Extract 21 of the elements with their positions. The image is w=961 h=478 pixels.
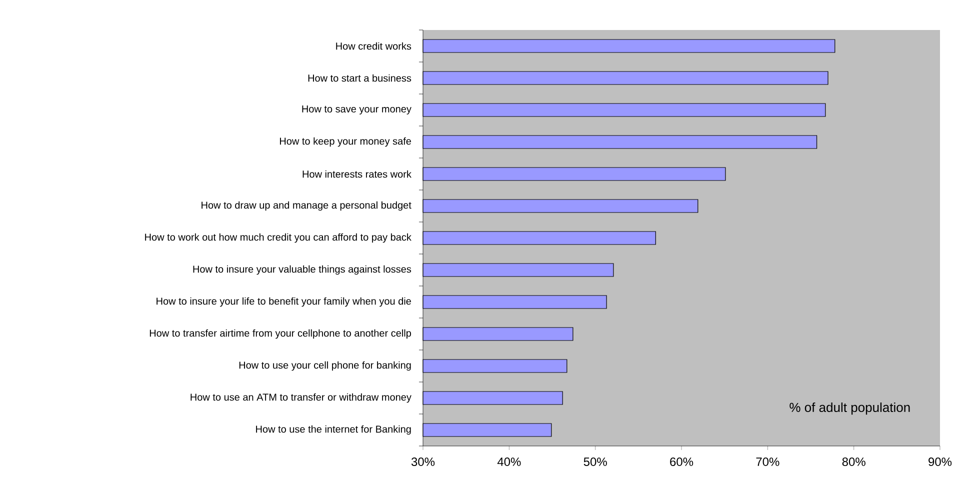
y-tick-label: How to save your money [302, 106, 412, 114]
y-tick-label: How to start a business [308, 74, 412, 82]
x-tick-label: 70% [756, 458, 780, 466]
y-tick-label: How to use the internet for Banking [256, 425, 411, 435]
y-tick-label: How to use an ATM to transfer or withdraw money [190, 393, 412, 403]
y-tick-label: How to use your cell phone for banking [239, 361, 411, 371]
y-tick-label: How to insure your life to benefit your family when you die [156, 297, 411, 307]
y-tick-label: How to insure your valuable things against losses [193, 265, 412, 275]
y-tick-label: How to keep your money safe [280, 137, 411, 147]
x-tick-label: 50% [584, 458, 607, 466]
x-tick-label: 90% [928, 458, 952, 466]
x-tick-label: 60% [670, 458, 694, 466]
annotation: % of adult population [790, 402, 910, 415]
x-tick-label: 30% [411, 458, 435, 466]
y-tick-label: How to work out how much credit you can afford to pay back [145, 233, 412, 243]
y-tick-label: How interests rates work [302, 170, 412, 178]
x-tick-label: 40% [497, 458, 521, 466]
y-tick-label: How credit works [336, 42, 412, 50]
y-tick-label: How to transfer airtime from your cellphone to another cellp [150, 329, 412, 339]
y-tick-label: How to draw up and manage a personal budget [202, 201, 412, 211]
x-tick-label: 80% [842, 458, 866, 466]
